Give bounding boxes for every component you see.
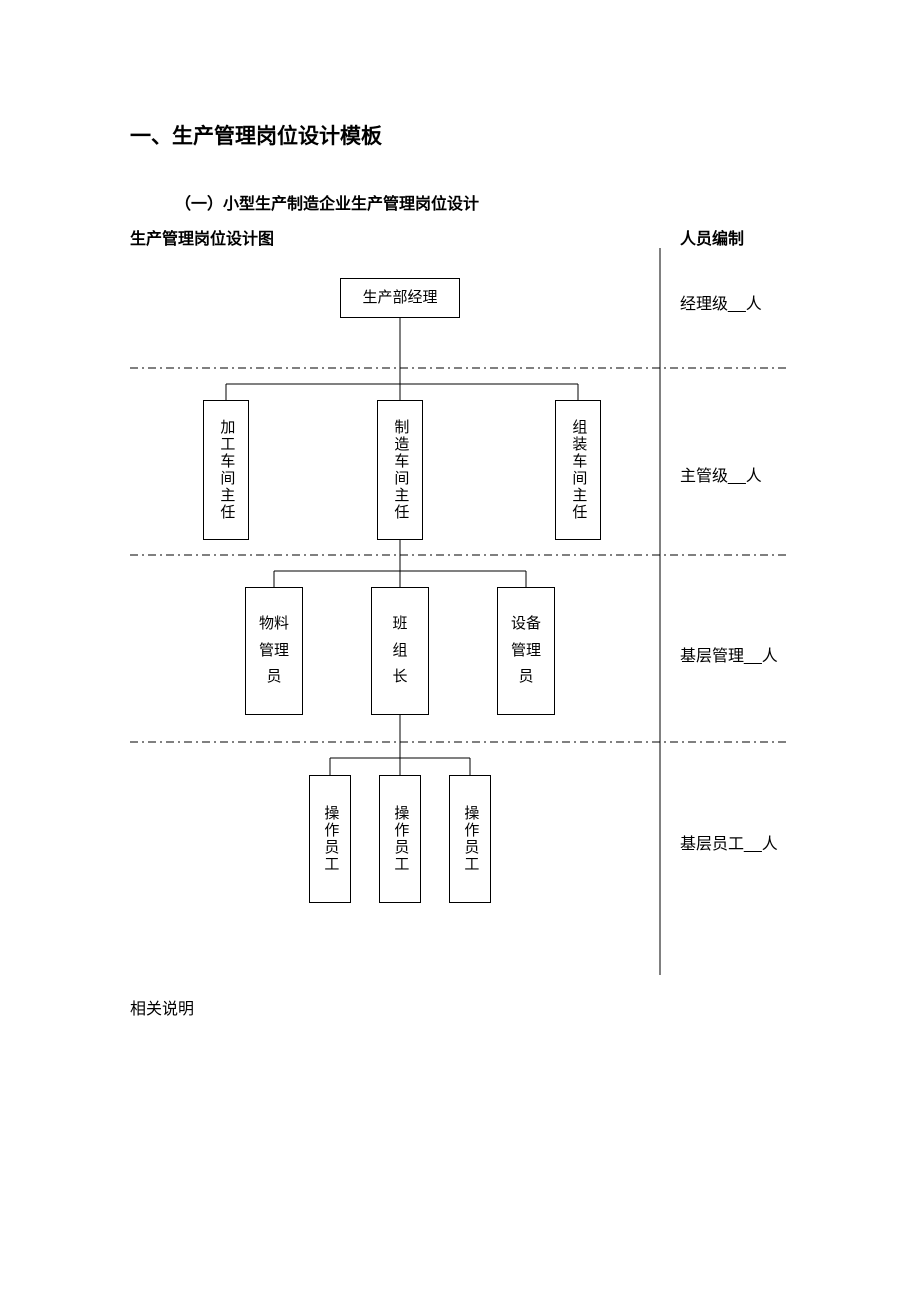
node-text: 班 xyxy=(392,615,407,634)
node-text: 组 xyxy=(392,642,407,661)
node-equipment-admin: 设备 管理 员 xyxy=(497,587,555,715)
node-text: 管理 xyxy=(511,642,541,661)
node-text: 员 xyxy=(518,668,533,687)
node-operator-1: 操作员工 xyxy=(309,775,351,903)
level-label-supervisor: 主管级__人 xyxy=(680,462,762,486)
page: 一、生产管理岗位设计模板 （一）小型生产制造企业生产管理岗位设计 生产管理岗位设… xyxy=(0,0,920,1302)
level-label-base-staff: 基层员工__人 xyxy=(680,830,778,854)
level-label-base-mgmt: 基层管理__人 xyxy=(680,642,778,666)
node-workshop-processing: 加工车间主任 xyxy=(203,400,249,540)
node-text: 管理 xyxy=(259,642,289,661)
node-material-admin: 物料 管理 员 xyxy=(245,587,303,715)
node-production-manager: 生产部经理 xyxy=(340,278,460,318)
node-text: 物料 xyxy=(259,615,289,634)
org-chart-lines xyxy=(0,0,920,1302)
node-workshop-assembly: 组装车间主任 xyxy=(555,400,601,540)
node-text: 设备 xyxy=(511,615,541,634)
node-operator-3: 操作员工 xyxy=(449,775,491,903)
node-team-leader: 班 组 长 xyxy=(371,587,429,715)
node-text: 员 xyxy=(266,668,281,687)
footer-note: 相关说明 xyxy=(130,995,194,1019)
node-workshop-manufacturing: 制造车间主任 xyxy=(377,400,423,540)
level-label-manager: 经理级__人 xyxy=(680,290,762,314)
node-operator-2: 操作员工 xyxy=(379,775,421,903)
node-text: 长 xyxy=(392,668,407,687)
